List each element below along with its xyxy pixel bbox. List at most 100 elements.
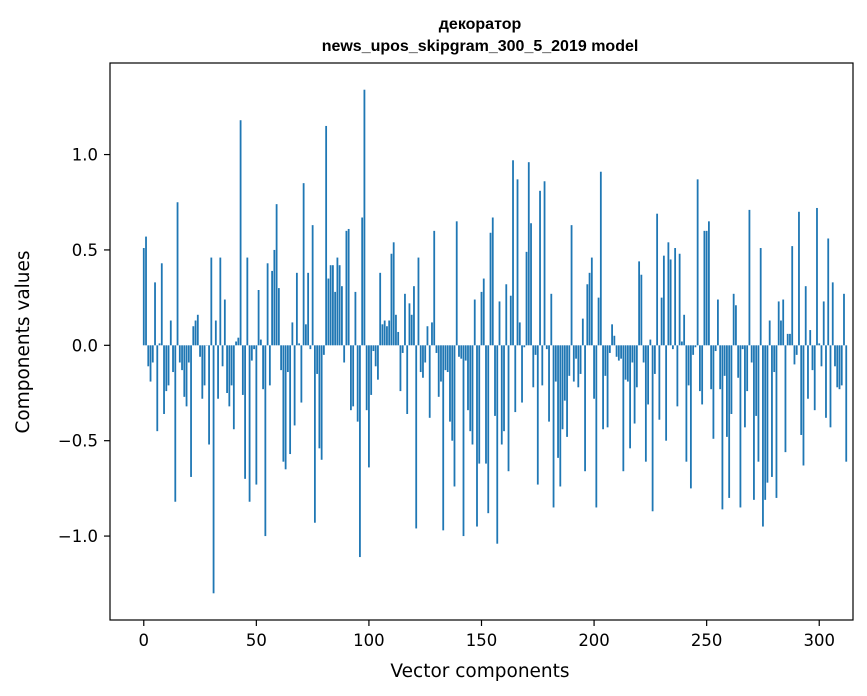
bar <box>586 284 589 346</box>
bar <box>194 320 197 346</box>
bar <box>539 190 541 346</box>
bar <box>633 345 636 424</box>
bar <box>658 345 661 420</box>
bar <box>295 272 298 346</box>
bar <box>554 345 557 382</box>
bar <box>282 345 285 462</box>
bar <box>381 324 384 346</box>
bar <box>536 345 539 485</box>
bar <box>838 345 841 390</box>
bar <box>469 345 472 432</box>
bar <box>485 345 487 464</box>
bar <box>165 345 168 392</box>
bar <box>728 345 731 498</box>
bar <box>557 345 559 458</box>
bar <box>521 345 523 403</box>
bar <box>237 337 240 346</box>
bar <box>268 345 271 386</box>
bar <box>757 345 760 462</box>
bar <box>653 345 656 374</box>
bar <box>500 345 503 445</box>
bar <box>156 345 159 432</box>
bar <box>662 255 665 346</box>
bar <box>665 345 668 441</box>
x-tick-label: 150 <box>466 631 498 650</box>
bar <box>590 257 593 346</box>
bar <box>397 331 400 346</box>
bar <box>845 345 848 462</box>
bar <box>708 221 710 346</box>
bar <box>545 345 548 350</box>
bar <box>559 345 562 487</box>
bar <box>390 253 393 346</box>
bar <box>579 345 582 374</box>
bar <box>789 333 791 346</box>
bar <box>372 345 375 352</box>
bar <box>680 341 683 346</box>
bar <box>151 345 154 363</box>
bar <box>248 345 251 502</box>
y-axis-ticks: −1.0 −0.5 0.0 0.5 1.0 <box>58 146 110 546</box>
bar <box>563 345 566 401</box>
bar <box>361 217 364 346</box>
bar <box>739 345 742 508</box>
bar <box>435 345 438 353</box>
bar <box>595 345 598 508</box>
bar <box>771 345 773 477</box>
bar <box>253 345 255 350</box>
bar <box>458 345 460 357</box>
bar <box>250 345 253 361</box>
bar <box>518 322 521 346</box>
bar <box>232 345 235 430</box>
bar <box>746 345 749 392</box>
x-tick-label: 200 <box>578 631 610 650</box>
bar <box>404 293 406 346</box>
bar <box>334 291 337 346</box>
bar <box>309 345 312 350</box>
bar <box>480 291 483 346</box>
bar <box>764 345 767 500</box>
bar <box>257 290 260 346</box>
chart-subtitle: news_upos_skipgram_300_5_2019 model <box>322 38 639 55</box>
bar <box>660 297 663 346</box>
bar <box>300 345 303 403</box>
bar <box>667 242 670 346</box>
bar <box>241 345 244 395</box>
bar <box>239 120 242 346</box>
bar <box>327 278 330 346</box>
bar <box>620 345 622 359</box>
bar <box>167 345 170 386</box>
bar <box>352 345 355 407</box>
bar <box>651 345 654 512</box>
bar <box>773 345 776 373</box>
bar <box>532 345 535 388</box>
bar <box>831 282 834 346</box>
bar <box>426 326 429 346</box>
bar <box>516 179 519 346</box>
bar <box>185 345 188 407</box>
bar <box>451 345 454 441</box>
bar <box>322 345 325 355</box>
bar <box>406 345 409 414</box>
bar <box>509 295 512 346</box>
bar <box>744 345 746 428</box>
y-tick-label: −0.5 <box>58 432 98 451</box>
bar <box>201 345 204 399</box>
x-tick-label: 300 <box>803 631 835 650</box>
bar <box>467 345 469 411</box>
bar <box>154 282 156 346</box>
bar <box>413 286 415 346</box>
bar <box>766 345 769 483</box>
bar <box>638 261 641 346</box>
bar <box>685 345 688 462</box>
bar <box>336 257 339 346</box>
bar <box>710 345 713 390</box>
bar <box>221 345 224 367</box>
bar <box>199 345 201 357</box>
bar <box>604 345 607 376</box>
bar <box>692 345 695 355</box>
bar <box>678 253 681 346</box>
bar <box>284 345 287 470</box>
bar <box>768 320 771 346</box>
bar <box>176 202 179 346</box>
